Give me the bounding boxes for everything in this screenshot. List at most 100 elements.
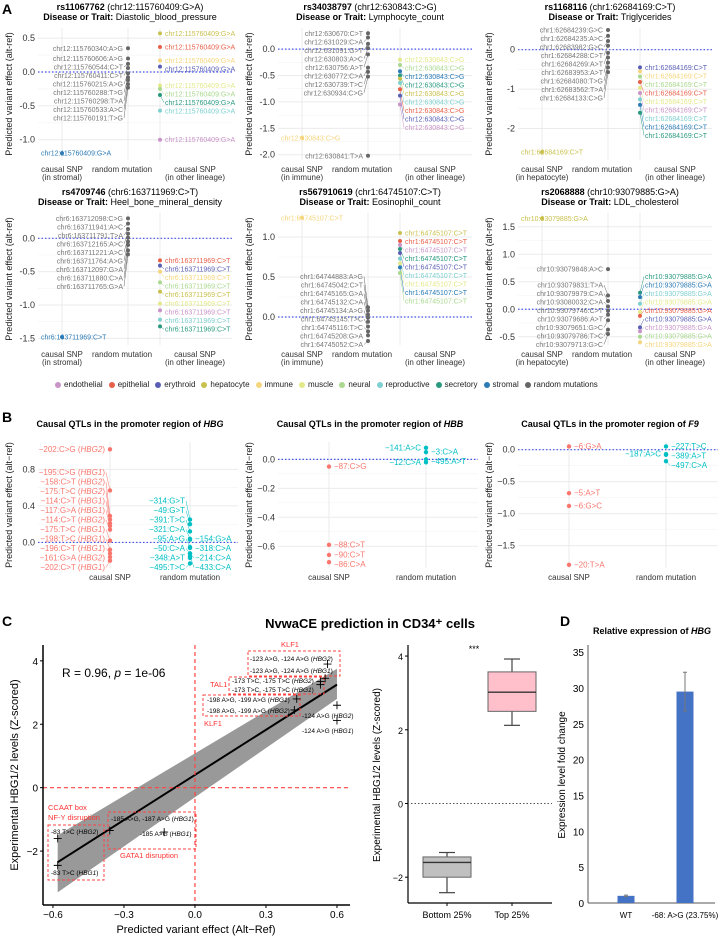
data-point-cross bbox=[290, 706, 299, 714]
point-label-text: chr10:93079885:G>A bbox=[645, 334, 712, 341]
legend-item: hepatocyte bbox=[201, 380, 250, 389]
label-leader-line bbox=[105, 472, 111, 491]
data-point bbox=[366, 41, 370, 46]
data-point bbox=[158, 64, 162, 69]
panel-title: rs1168116 (chr1:62684169:C>T) bbox=[545, 2, 676, 12]
label-leader-line bbox=[363, 276, 369, 308]
data-point bbox=[366, 52, 370, 57]
point-label: chr10:93079885:G>A bbox=[645, 291, 712, 298]
panel-subtitle: Disease or Trait: Triglycerides bbox=[548, 12, 672, 22]
point-label-text: chr12:630843:C>G bbox=[405, 108, 464, 115]
point-label-text: chr6:163711969:C>T bbox=[165, 283, 231, 290]
point-label-text: chr12:630841:T>A bbox=[305, 153, 363, 160]
label-leader-line bbox=[105, 500, 111, 524]
point-label: −495:A>T bbox=[431, 457, 466, 466]
panel-title: Causal QTLs in the promoter region of F9 bbox=[521, 419, 699, 429]
bar bbox=[676, 691, 694, 903]
point-label-text: chr12:630934:C>G bbox=[304, 90, 363, 97]
data-point bbox=[326, 552, 332, 558]
label-leader-line bbox=[363, 284, 369, 311]
point-label-text: chr12:630739:T>C bbox=[305, 82, 363, 89]
point-label: chr10:93079885:G>A bbox=[645, 334, 712, 341]
point-label-text: chr12:115760409:G>A bbox=[165, 100, 235, 107]
point-label-text: −314:G>T bbox=[149, 497, 185, 506]
point-label-text: chr6:163711969:C>T bbox=[165, 275, 231, 282]
point-label-text: -124 A>G bbox=[302, 728, 330, 735]
data-point bbox=[398, 265, 402, 270]
point-label-text: −50:C>A bbox=[153, 544, 185, 553]
data-point bbox=[158, 58, 162, 63]
x-tick-label: −0.6 bbox=[43, 910, 63, 921]
point-label: chr12:115760215:A>G bbox=[53, 81, 123, 88]
data-point-cross bbox=[53, 834, 62, 843]
snp-id: rs2068888 bbox=[541, 187, 585, 197]
data-point bbox=[398, 251, 402, 255]
gene-name: HBG1 bbox=[81, 497, 103, 506]
data-point bbox=[423, 449, 429, 455]
point-label-text: chr12:631029:C>A bbox=[304, 39, 363, 46]
data-point bbox=[638, 340, 642, 345]
point-label: -124 A>G (HBG1) bbox=[302, 728, 354, 735]
data-point bbox=[606, 308, 610, 313]
point-label: −5:A>T bbox=[574, 489, 600, 498]
label-leader-line bbox=[399, 82, 405, 103]
legend-dot-icon bbox=[435, 381, 442, 388]
label-leader-line bbox=[363, 76, 369, 93]
data-point bbox=[366, 74, 370, 79]
data-point bbox=[126, 221, 130, 226]
snp-id: rs34038797 bbox=[303, 2, 352, 12]
point-label-text: chr10:93079746:C>T bbox=[537, 308, 604, 315]
point-label: chr1:64745208:G>A bbox=[300, 334, 363, 341]
point-label: chr1:64744883:A>G bbox=[300, 274, 363, 281]
y-tick-label: -1.0 bbox=[19, 300, 35, 310]
point-label-text: −321:C>A bbox=[149, 525, 186, 534]
data-point bbox=[606, 43, 610, 48]
point-label: chr1:62684169:C>T bbox=[645, 133, 708, 140]
y-axis-label: Predicted variant effect (alt−ref) bbox=[484, 442, 494, 568]
strip-panel-8: 0.0 −0.5 −1.0 −1.5 causal SNP random mutation… bbox=[484, 419, 718, 582]
data-point bbox=[187, 553, 193, 559]
point-label: chr12:115760409:G>A bbox=[165, 31, 235, 38]
point-label: −49:G>T bbox=[153, 506, 185, 515]
gene-name: HBG2 bbox=[81, 516, 103, 525]
label-leader-line bbox=[639, 87, 645, 102]
point-label: −214:C>A bbox=[195, 554, 232, 563]
point-label-text: −495:A>T bbox=[431, 457, 466, 466]
point-label-text: −158:C>T bbox=[40, 478, 76, 487]
point-label: −20:T>A bbox=[574, 560, 605, 569]
data-point bbox=[158, 108, 162, 113]
point-label-text: chr10:93079885:G>A bbox=[645, 283, 712, 290]
point-label: chr1:64745107:C>T bbox=[405, 273, 468, 280]
point-label: -198 A>G, -199 A>G (HBG1) bbox=[207, 697, 290, 704]
point-label: chr1:62684169:C>T bbox=[645, 99, 708, 106]
label-leader-line bbox=[399, 95, 405, 120]
data-point bbox=[126, 82, 130, 87]
trait-name: Diastolic_blood_pressure bbox=[113, 12, 217, 22]
y-tick-label: 1.0 bbox=[262, 232, 275, 242]
data-point bbox=[638, 91, 642, 96]
point-label: −117:G>A (HBG1) bbox=[40, 506, 105, 515]
snp-id: rs4709746 bbox=[62, 187, 106, 197]
point-label-text: chr6:163711764:A>G bbox=[57, 258, 123, 265]
point-label: chr12:630843:C>G bbox=[405, 91, 464, 98]
x-category-label: random mutation bbox=[92, 350, 152, 359]
data-point-cross bbox=[316, 680, 325, 689]
data-point bbox=[187, 529, 193, 534]
data-point bbox=[107, 558, 113, 563]
data-point bbox=[606, 299, 610, 303]
data-point bbox=[540, 150, 544, 155]
point-label: chr10:93079885:G>A bbox=[521, 216, 588, 223]
legend-dot-icon bbox=[201, 381, 208, 388]
legend-dot-icon bbox=[155, 381, 162, 388]
data-point bbox=[158, 93, 162, 98]
gene-name: HBG1 bbox=[313, 668, 331, 675]
point-label: chr1:62683562:T>A bbox=[541, 87, 603, 94]
point-label-text: chr1:62684169:C>T bbox=[645, 65, 708, 72]
data-point bbox=[187, 561, 193, 566]
label-leader-line bbox=[603, 57, 609, 73]
legend-dot-icon bbox=[255, 381, 262, 388]
x-category-label: causal SNP bbox=[414, 165, 456, 174]
x-category-sublabel: (in immune) bbox=[281, 358, 324, 367]
point-label-text: chr6:163711969:C>T bbox=[165, 327, 231, 334]
y-tick-label: 0.5 bbox=[22, 33, 35, 43]
